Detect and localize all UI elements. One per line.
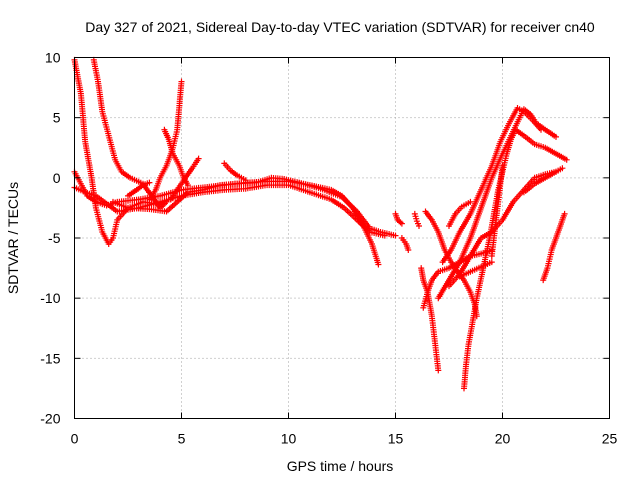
series-track-12 [398,235,412,253]
plus-markers [71,182,388,239]
y-tick-label: -5 [48,230,61,246]
x-tick-label: 25 [602,431,618,447]
plus-markers [392,210,405,227]
y-tick-label: -10 [40,290,60,306]
plus-markers [418,265,442,374]
series-track-14 [418,265,442,374]
x-tick-label: 0 [71,431,79,447]
series-track-23 [488,162,506,259]
y-tick-label: 0 [53,170,61,186]
series-track-7 [146,78,185,203]
plus-markers [461,126,570,392]
series-track-10 [221,160,249,184]
x-tick-label: 20 [495,431,511,447]
series-track-22 [446,198,474,229]
series-track-25 [540,210,568,284]
x-axis-label: GPS time / hours [287,458,394,474]
plus-markers [411,210,422,229]
x-tick-label: 5 [178,431,186,447]
axis-ticks: 0 5 10 15 20 25 10 5 0 -5 -10 -15 -20 [40,50,617,447]
plus-markers [71,56,172,247]
plus-markers [146,78,185,203]
series-track-19 [439,105,544,266]
y-tick-label: -15 [40,350,60,366]
plus-markers [125,179,153,199]
series-track-13 [411,210,422,229]
plus-markers [520,165,566,196]
series-track-21 [456,259,495,280]
series-track-9 [125,179,153,199]
series-track-1 [71,56,172,247]
y-tick-label: 10 [45,50,61,66]
y-tick-label: 5 [53,110,61,126]
plus-markers [456,259,495,280]
y-tick-label: -20 [40,411,60,427]
data-marks [71,56,570,392]
plus-markers [110,174,399,239]
x-tick-label: 15 [388,431,404,447]
series-track-24 [520,165,566,196]
plus-markers [398,235,412,253]
plus-markers [446,198,474,229]
plus-markers [488,162,506,259]
series-track-8 [167,155,202,203]
series-track-11 [392,210,405,227]
series-track-4 [71,182,388,239]
y-axis-label: SDTVAR / TECUs [5,182,21,294]
plus-markers [221,160,249,184]
plus-markers [439,105,544,266]
series-track-17 [461,126,570,392]
x-tick-label: 10 [281,431,297,447]
chart-title: Day 327 of 2021, Sidereal Day-to-day VTE… [85,19,595,35]
plus-markers [540,210,568,284]
plus-markers [167,155,202,203]
series-track-5 [110,174,399,239]
